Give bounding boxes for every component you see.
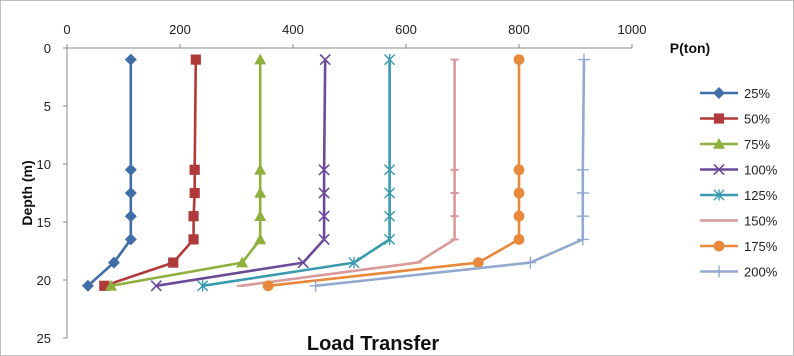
legend-item: 50%	[700, 112, 770, 127]
series-3	[150, 53, 331, 292]
x-tick-label: 200	[169, 22, 191, 37]
axes: 0 200 400 600 800 1000 0 5 10 15 20 25	[37, 22, 647, 346]
data-point	[99, 280, 110, 291]
series-layer	[81, 53, 590, 292]
data-point	[472, 257, 484, 268]
data-point	[262, 280, 274, 292]
data-point	[513, 234, 525, 245]
series-4	[197, 53, 396, 292]
data-point	[309, 279, 322, 292]
data-point	[513, 210, 525, 222]
data-point	[188, 234, 199, 245]
legend-label: 25%	[744, 86, 770, 101]
data-point	[318, 187, 330, 199]
y-tick-label: 0	[44, 41, 51, 56]
data-point	[576, 187, 589, 199]
data-point	[188, 211, 199, 222]
y-tick-label: 20	[37, 273, 51, 288]
y-tick-label: 5	[44, 99, 51, 114]
data-point	[713, 113, 725, 124]
data-point	[524, 256, 537, 269]
x-axis-title: P(ton)	[670, 40, 710, 56]
legend-item: 75%	[700, 137, 770, 152]
data-point	[713, 163, 725, 176]
x-tick-label: 0	[63, 22, 70, 37]
data-point	[150, 280, 162, 292]
legend-label: 75%	[744, 137, 770, 152]
data-point	[348, 256, 360, 269]
series-2	[105, 53, 267, 291]
data-point	[168, 257, 179, 268]
data-point	[713, 265, 725, 278]
data-point	[384, 164, 396, 176]
series-1	[99, 54, 201, 291]
data-point	[577, 53, 590, 66]
data-point	[513, 164, 525, 176]
data-point	[713, 138, 725, 149]
data-point	[384, 233, 396, 246]
legend-label: 50%	[744, 112, 770, 127]
legend-label: 200%	[744, 265, 778, 280]
legend-label: 125%	[744, 188, 778, 203]
legend-label: 175%	[744, 239, 778, 254]
data-point	[189, 187, 200, 199]
data-point	[105, 279, 118, 291]
data-point	[254, 163, 267, 175]
y-axis-title: Depth (m)	[19, 160, 35, 225]
legend-item: 200%	[700, 265, 778, 280]
data-point	[254, 53, 267, 65]
data-point	[319, 53, 331, 66]
legend-item: 150%	[700, 214, 778, 229]
y-tick-label: 10	[37, 157, 51, 172]
x-tick-label: 400	[282, 22, 304, 37]
data-point	[384, 210, 396, 222]
data-point	[254, 210, 267, 221]
data-point	[513, 187, 525, 199]
data-point	[197, 280, 209, 292]
y-tick-label: 15	[37, 215, 51, 230]
data-point	[576, 210, 589, 223]
data-point	[576, 163, 589, 176]
data-point	[297, 256, 309, 269]
legend: 25% 50% 75% 100% 125% 150% 175% 200%	[700, 86, 778, 280]
y-tick-label: 25	[37, 331, 51, 346]
series-0	[81, 53, 137, 292]
data-point	[236, 256, 249, 268]
data-point	[124, 53, 137, 66]
x-tick-label: 1000	[618, 22, 647, 37]
data-point	[318, 233, 330, 246]
data-point	[254, 187, 267, 198]
series-6	[262, 54, 525, 292]
legend-item: 100%	[700, 163, 778, 178]
data-point	[384, 187, 396, 199]
data-point	[576, 233, 589, 246]
data-point	[713, 189, 725, 201]
data-point	[124, 163, 137, 176]
legend-item: 125%	[700, 188, 778, 203]
data-point	[124, 233, 137, 246]
data-point	[384, 53, 396, 66]
data-point	[124, 210, 137, 223]
data-point	[513, 54, 525, 65]
series-5	[236, 58, 459, 288]
data-point	[254, 233, 267, 245]
legend-item: 25%	[700, 86, 770, 101]
x-tick-label: 600	[395, 22, 417, 37]
series-7	[309, 53, 590, 292]
data-point	[713, 240, 725, 252]
data-point	[318, 210, 330, 222]
data-point	[713, 87, 725, 99]
data-point	[318, 164, 330, 176]
data-point	[107, 256, 120, 269]
legend-label: 100%	[744, 163, 778, 178]
chart-title: Load Transfer	[307, 333, 439, 355]
data-point	[190, 54, 201, 65]
data-point	[189, 164, 200, 175]
legend-item: 175%	[700, 239, 778, 254]
x-tick-label: 800	[508, 22, 530, 37]
legend-label: 150%	[744, 214, 778, 229]
data-point	[124, 187, 137, 199]
data-point	[81, 279, 94, 292]
